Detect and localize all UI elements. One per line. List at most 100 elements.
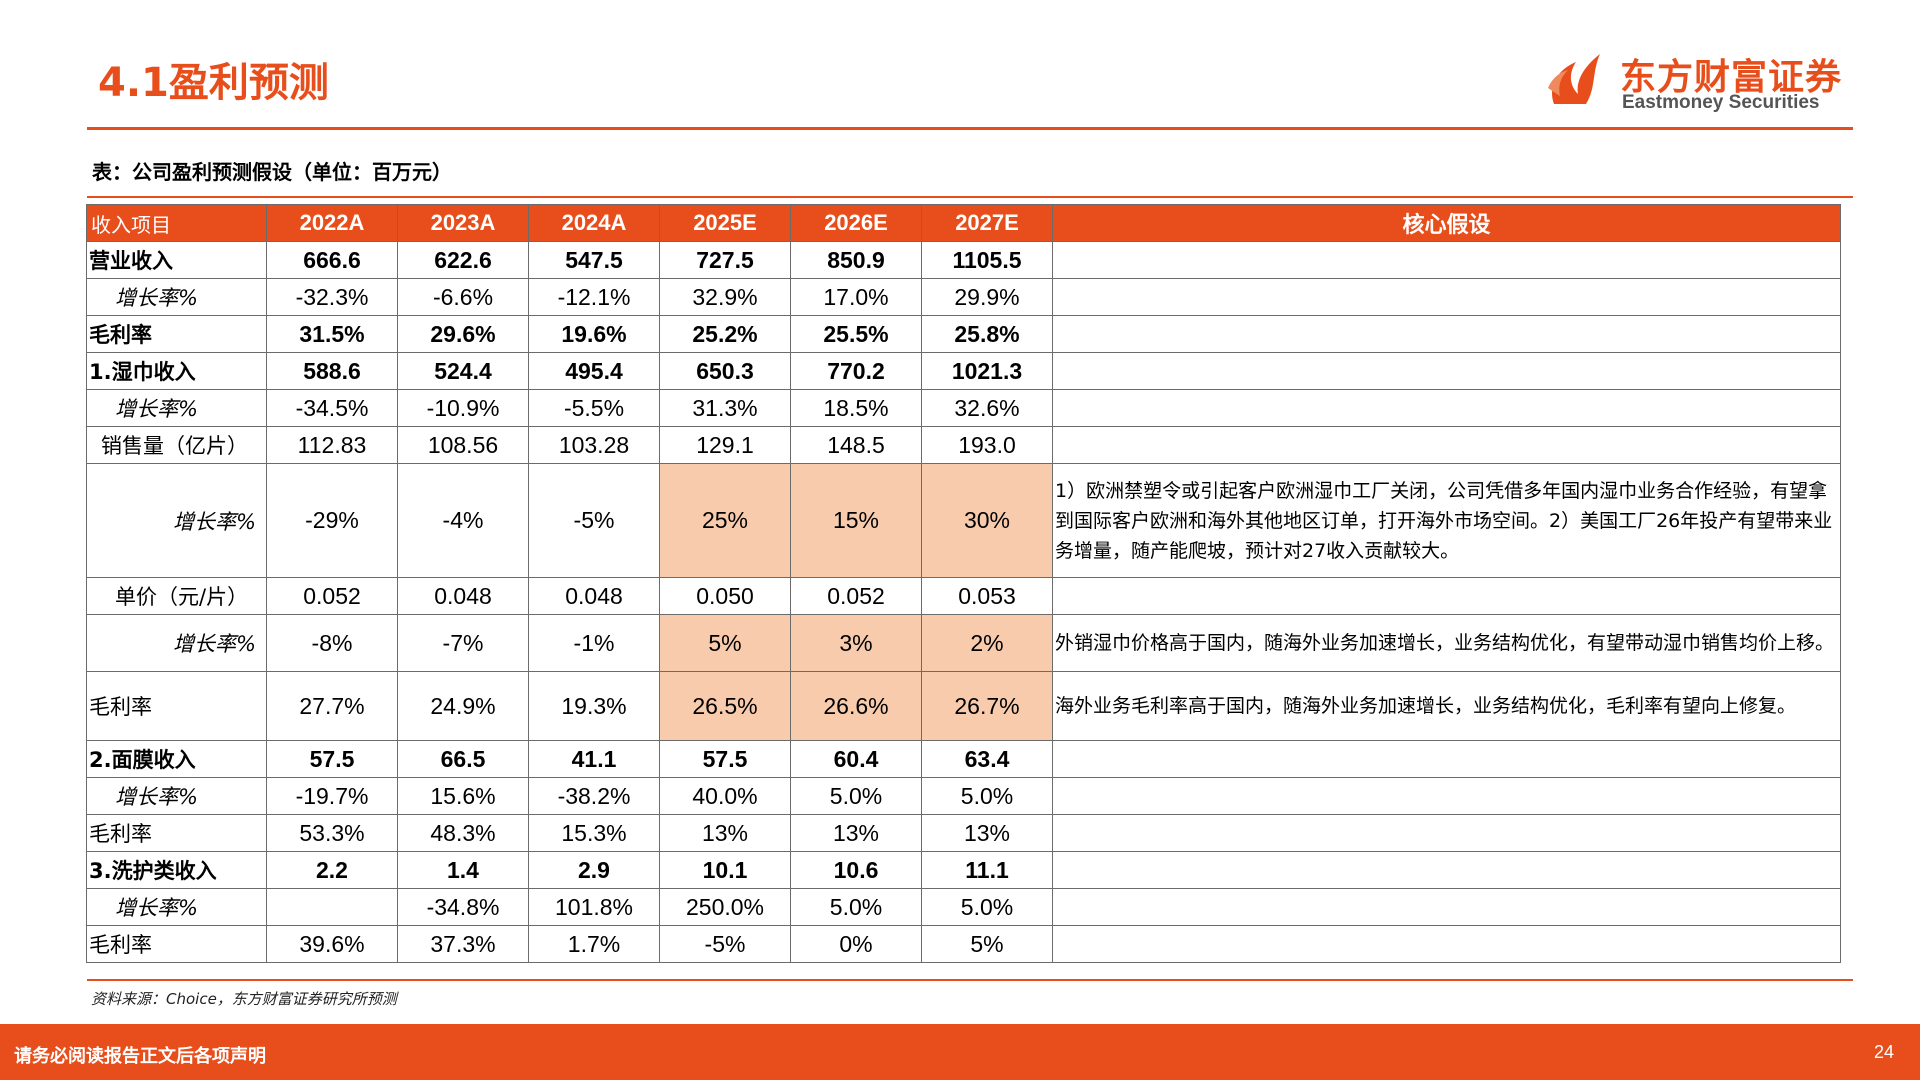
row-label: 增长率% <box>86 888 267 926</box>
logo-text-cn: 东方财富证券 <box>1620 57 1843 98</box>
table-cell: 622.6 <box>397 241 529 279</box>
assumption-cell: 海外业务毛利率高于国内，随海外业务加速增长，业务结构优化，毛利率有望向上修复。 <box>1052 671 1841 741</box>
table-cell: 495.4 <box>528 352 660 390</box>
logo-text-en: Eastmoney Securities <box>1622 92 1820 113</box>
row-label: 增长率% <box>86 777 267 815</box>
assumption-cell <box>1052 888 1841 926</box>
table-cell: 37.3% <box>397 925 529 963</box>
table-cell: 103.28 <box>528 426 660 464</box>
assumption-cell <box>1052 814 1841 852</box>
table-cell: 25.2% <box>659 315 791 353</box>
row-label: 毛利率 <box>86 315 267 353</box>
table-cell: 29.6% <box>397 315 529 353</box>
table-row: 增长率% -32.3% -6.6% -12.1% 32.9% 17.0% 29.… <box>86 278 1841 316</box>
page-title: 4.1盈利预测 <box>98 60 329 106</box>
table-cell: 1.7% <box>528 925 660 963</box>
table-cell: 547.5 <box>528 241 660 279</box>
table-cell: 0.048 <box>528 577 660 615</box>
table-cell: 17.0% <box>790 278 922 316</box>
column-header: 收入项目 <box>86 204 267 242</box>
table-cell: 588.6 <box>266 352 398 390</box>
assumption-cell: 1）欧洲禁塑令或引起客户欧洲湿巾工厂关闭，公司凭借多年国内湿巾业务合作经验，有望… <box>1052 463 1841 578</box>
table-row: 增长率% -8% -7% -1% 5% 3% 2% 外销湿巾价格高于国内，随海外… <box>86 614 1841 672</box>
forecast-cell: 30% <box>921 463 1053 578</box>
table-cell: 5.0% <box>921 888 1053 926</box>
assumption-cell <box>1052 352 1841 390</box>
forecast-cell: 15% <box>790 463 922 578</box>
table-cell: -5.5% <box>528 389 660 427</box>
table-cell: 18.5% <box>790 389 922 427</box>
table-cell: 10.1 <box>659 851 791 889</box>
row-label: 1.湿巾收入 <box>86 352 267 390</box>
table-row: 毛利率 31.5% 29.6% 19.6% 25.2% 25.5% 25.8% <box>86 315 1841 353</box>
table-cell: 650.3 <box>659 352 791 390</box>
forecast-cell: 2% <box>921 614 1053 672</box>
table-cell: -8% <box>266 614 398 672</box>
assumption-cell <box>1052 278 1841 316</box>
table-cell: 25.8% <box>921 315 1053 353</box>
table-cell: 148.5 <box>790 426 922 464</box>
table-cell: 727.5 <box>659 241 791 279</box>
table-row: 增长率% -19.7% 15.6% -38.2% 40.0% 5.0% 5.0% <box>86 777 1841 815</box>
assumption-cell <box>1052 389 1841 427</box>
table-row: 增长率% -34.8% 101.8% 250.0% 5.0% 5.0% <box>86 888 1841 926</box>
table-cell: 13% <box>790 814 922 852</box>
column-header: 2025E <box>659 204 791 242</box>
table-cell: -1% <box>528 614 660 672</box>
caption-divider <box>87 196 1853 198</box>
table-cell: 524.4 <box>397 352 529 390</box>
table-cell: 57.5 <box>266 740 398 778</box>
table-cell: -34.8% <box>397 888 529 926</box>
row-label: 2.面膜收入 <box>86 740 267 778</box>
table-cell: -5% <box>659 925 791 963</box>
table-row: 增长率% -29% -4% -5% 25% 15% 30% 1）欧洲禁塑令或引起… <box>86 463 1841 578</box>
table-cell: 41.1 <box>528 740 660 778</box>
row-label: 毛利率 <box>86 671 267 741</box>
table-cell: -10.9% <box>397 389 529 427</box>
assumption-cell <box>1052 740 1841 778</box>
table-cell: 32.9% <box>659 278 791 316</box>
assumption-cell <box>1052 577 1841 615</box>
table-cell: 40.0% <box>659 777 791 815</box>
assumption-cell <box>1052 851 1841 889</box>
table-cell: -4% <box>397 463 529 578</box>
forecast-cell: 25% <box>659 463 791 578</box>
header-divider <box>87 127 1853 130</box>
table-cell: -5% <box>528 463 660 578</box>
table-cell: 1.4 <box>397 851 529 889</box>
table-cell: 5.0% <box>790 777 922 815</box>
table-cell: 1105.5 <box>921 241 1053 279</box>
table-row: 1.湿巾收入 588.6 524.4 495.4 650.3 770.2 102… <box>86 352 1841 390</box>
assumption-cell <box>1052 426 1841 464</box>
table-cell: 27.7% <box>266 671 398 741</box>
table-cell: 0.050 <box>659 577 791 615</box>
table-cell: 31.3% <box>659 389 791 427</box>
table-cell: 15.3% <box>528 814 660 852</box>
table-cell: 0.048 <box>397 577 529 615</box>
column-header: 2022A <box>266 204 398 242</box>
table-bottom-divider <box>87 979 1853 981</box>
row-label: 毛利率 <box>86 814 267 852</box>
table-cell: 57.5 <box>659 740 791 778</box>
row-label: 单价（元/片） <box>86 577 267 615</box>
column-header: 核心假设 <box>1052 204 1841 242</box>
assumption-cell <box>1052 925 1841 963</box>
table-cell: 0% <box>790 925 922 963</box>
table-cell: 5% <box>921 925 1053 963</box>
table-row: 2.面膜收入 57.5 66.5 41.1 57.5 60.4 63.4 <box>86 740 1841 778</box>
forecast-cell: 26.6% <box>790 671 922 741</box>
table-cell: -7% <box>397 614 529 672</box>
table-cell: 32.6% <box>921 389 1053 427</box>
table-cell: 2.9 <box>528 851 660 889</box>
column-header: 2027E <box>921 204 1053 242</box>
table-cell: 112.83 <box>266 426 398 464</box>
table-cell: 0.053 <box>921 577 1053 615</box>
table-cell: 108.56 <box>397 426 529 464</box>
table-cell: 60.4 <box>790 740 922 778</box>
assumption-cell <box>1052 241 1841 279</box>
forecast-cell: 26.7% <box>921 671 1053 741</box>
table-row: 毛利率 39.6% 37.3% 1.7% -5% 0% 5% <box>86 925 1841 963</box>
table-cell: 193.0 <box>921 426 1053 464</box>
page-number: 24 <box>1873 1042 1894 1062</box>
assumption-cell: 外销湿巾价格高于国内，随海外业务加速增长，业务结构优化，有望带动湿巾销售均价上移… <box>1052 614 1841 672</box>
